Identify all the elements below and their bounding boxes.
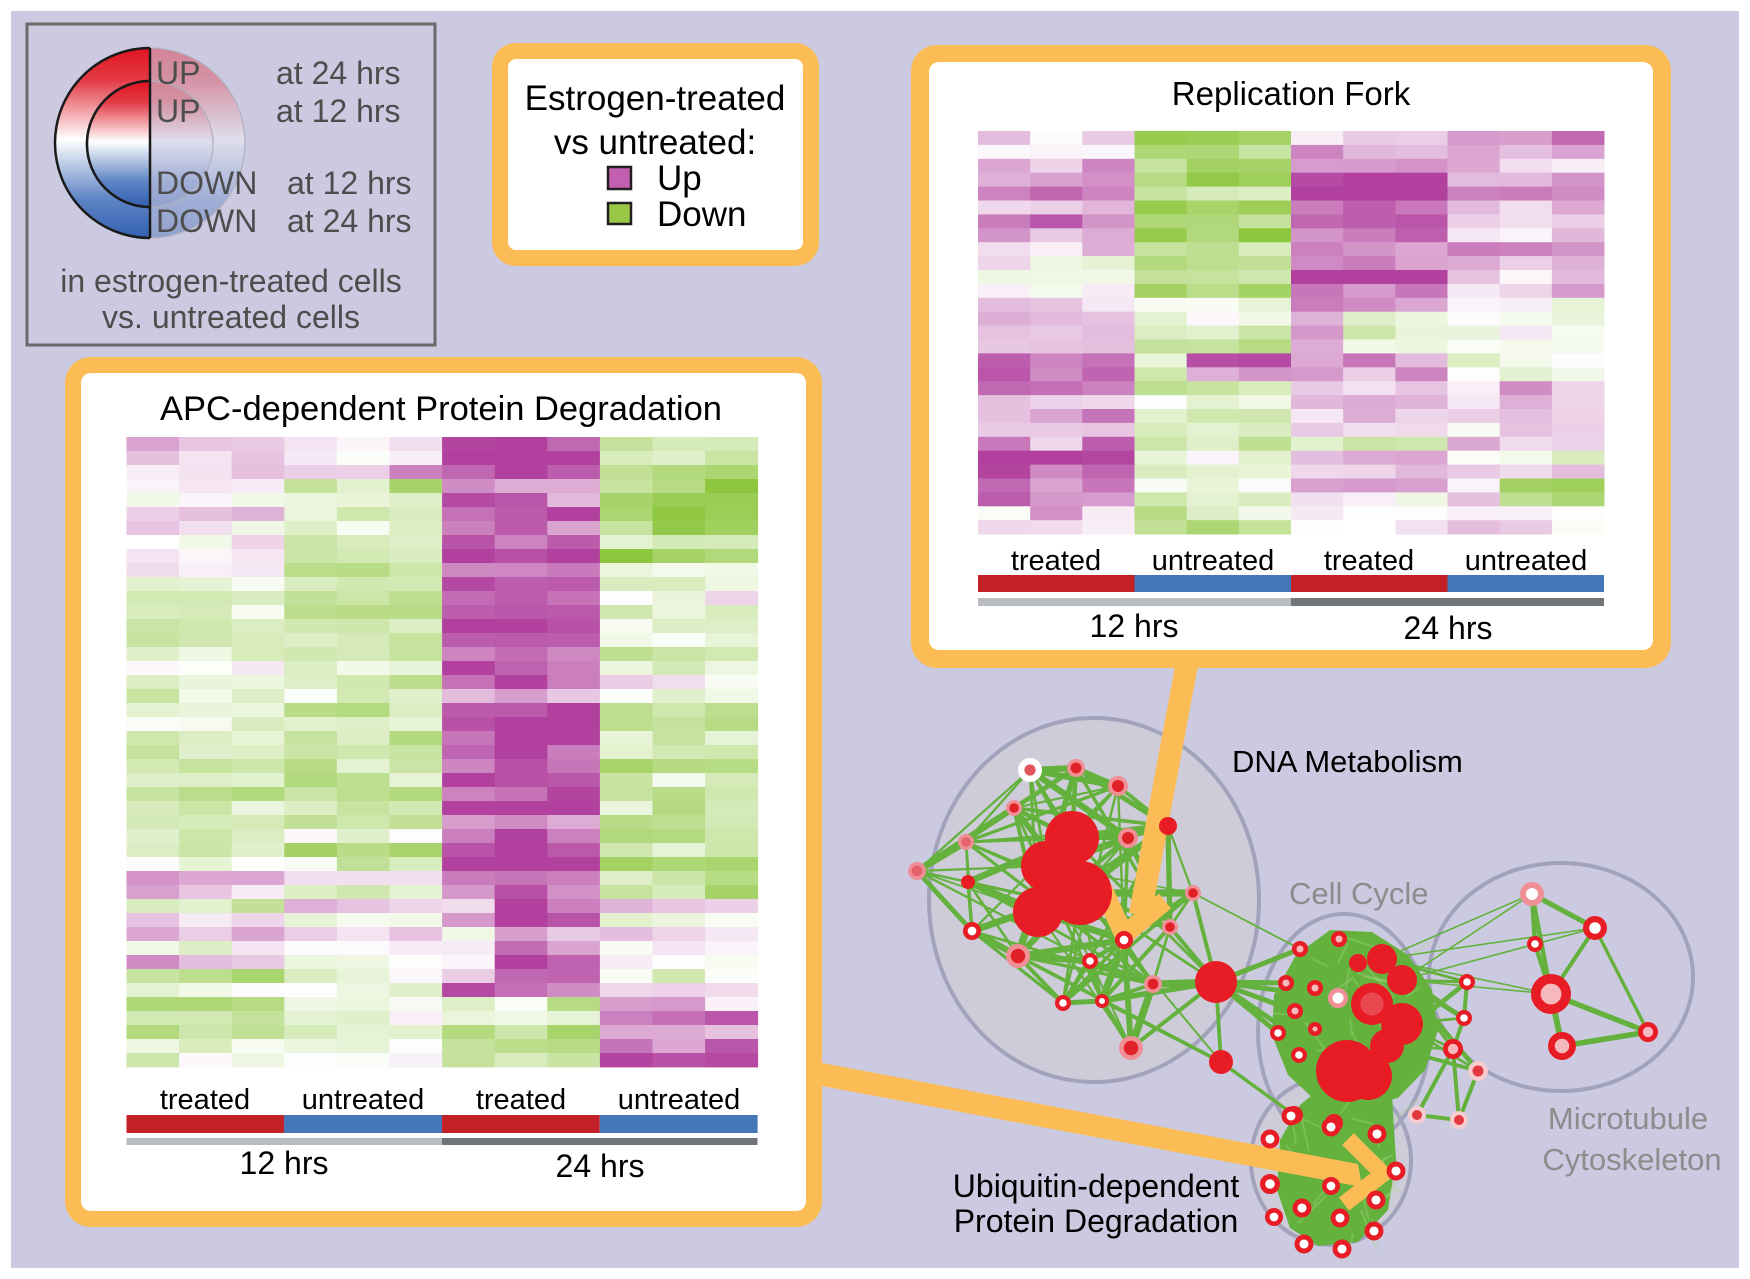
svg-text:Estrogen-treated: Estrogen-treated: [525, 79, 786, 118]
svg-text:12 hrs: 12 hrs: [240, 1145, 329, 1181]
svg-text:UP: UP: [156, 55, 200, 91]
svg-text:treated: treated: [1324, 545, 1414, 577]
svg-text:DOWN: DOWN: [156, 203, 257, 239]
svg-text:untreated: untreated: [302, 1084, 425, 1116]
svg-text:12 hrs: 12 hrs: [1090, 608, 1179, 644]
svg-text:at 12 hrs: at 12 hrs: [287, 165, 412, 201]
svg-text:24 hrs: 24 hrs: [556, 1148, 645, 1184]
svg-text:Up: Up: [657, 159, 702, 198]
svg-text:treated: treated: [476, 1084, 566, 1116]
svg-text:24 hrs: 24 hrs: [1404, 610, 1493, 646]
svg-text:untreated: untreated: [618, 1084, 741, 1116]
svg-text:Protein Degradation: Protein Degradation: [954, 1203, 1239, 1239]
svg-text:Ubiquitin-dependent: Ubiquitin-dependent: [953, 1168, 1240, 1204]
svg-text:UP: UP: [156, 93, 200, 129]
svg-text:treated: treated: [160, 1084, 250, 1116]
svg-text:untreated: untreated: [1152, 545, 1275, 577]
svg-text:vs. untreated cells: vs. untreated cells: [102, 299, 360, 335]
svg-text:APC-dependent Protein Degradat: APC-dependent Protein Degradation: [160, 390, 722, 428]
svg-text:in estrogen-treated cells: in estrogen-treated cells: [60, 263, 402, 299]
svg-text:at 24 hrs: at 24 hrs: [276, 55, 401, 91]
svg-text:at 12 hrs: at 12 hrs: [276, 93, 401, 129]
svg-text:DOWN: DOWN: [156, 165, 257, 201]
svg-text:Cytoskeleton: Cytoskeleton: [1542, 1142, 1721, 1177]
svg-text:vs untreated:: vs untreated:: [554, 123, 756, 162]
svg-text:Cell Cycle: Cell Cycle: [1289, 876, 1429, 911]
svg-text:untreated: untreated: [1465, 545, 1588, 577]
svg-text:treated: treated: [1011, 545, 1101, 577]
svg-text:DNA Metabolism: DNA Metabolism: [1232, 744, 1463, 779]
svg-text:Down: Down: [657, 195, 746, 234]
svg-text:Replication Fork: Replication Fork: [1172, 75, 1411, 112]
svg-text:Microtubule: Microtubule: [1548, 1101, 1708, 1136]
svg-text:at 24 hrs: at 24 hrs: [287, 203, 412, 239]
